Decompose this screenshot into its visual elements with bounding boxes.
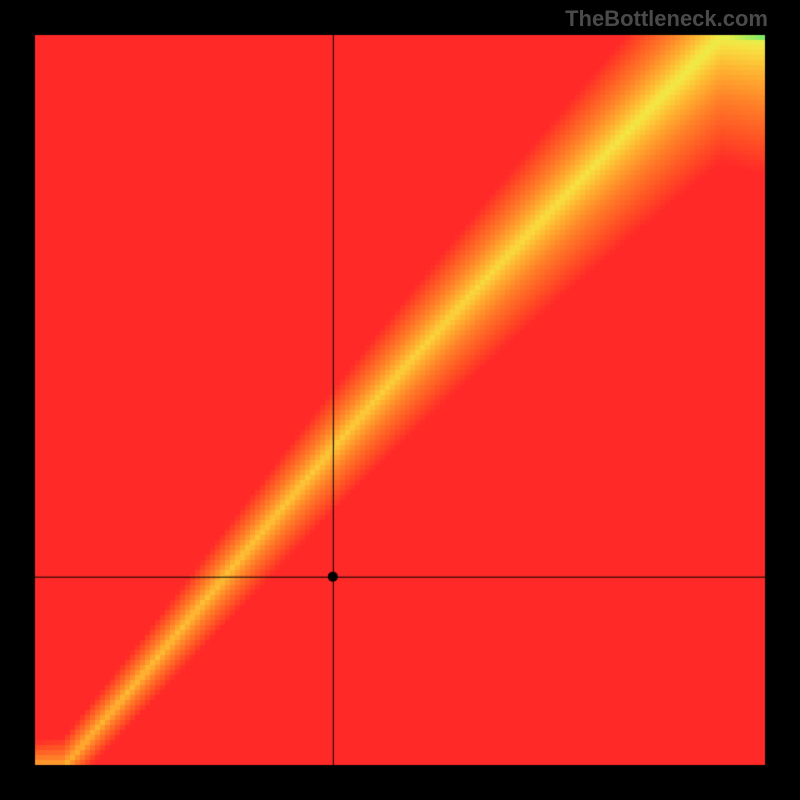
bottleneck-heatmap (0, 0, 800, 800)
watermark-text: TheBottleneck.com (565, 6, 768, 32)
chart-container: TheBottleneck.com (0, 0, 800, 800)
